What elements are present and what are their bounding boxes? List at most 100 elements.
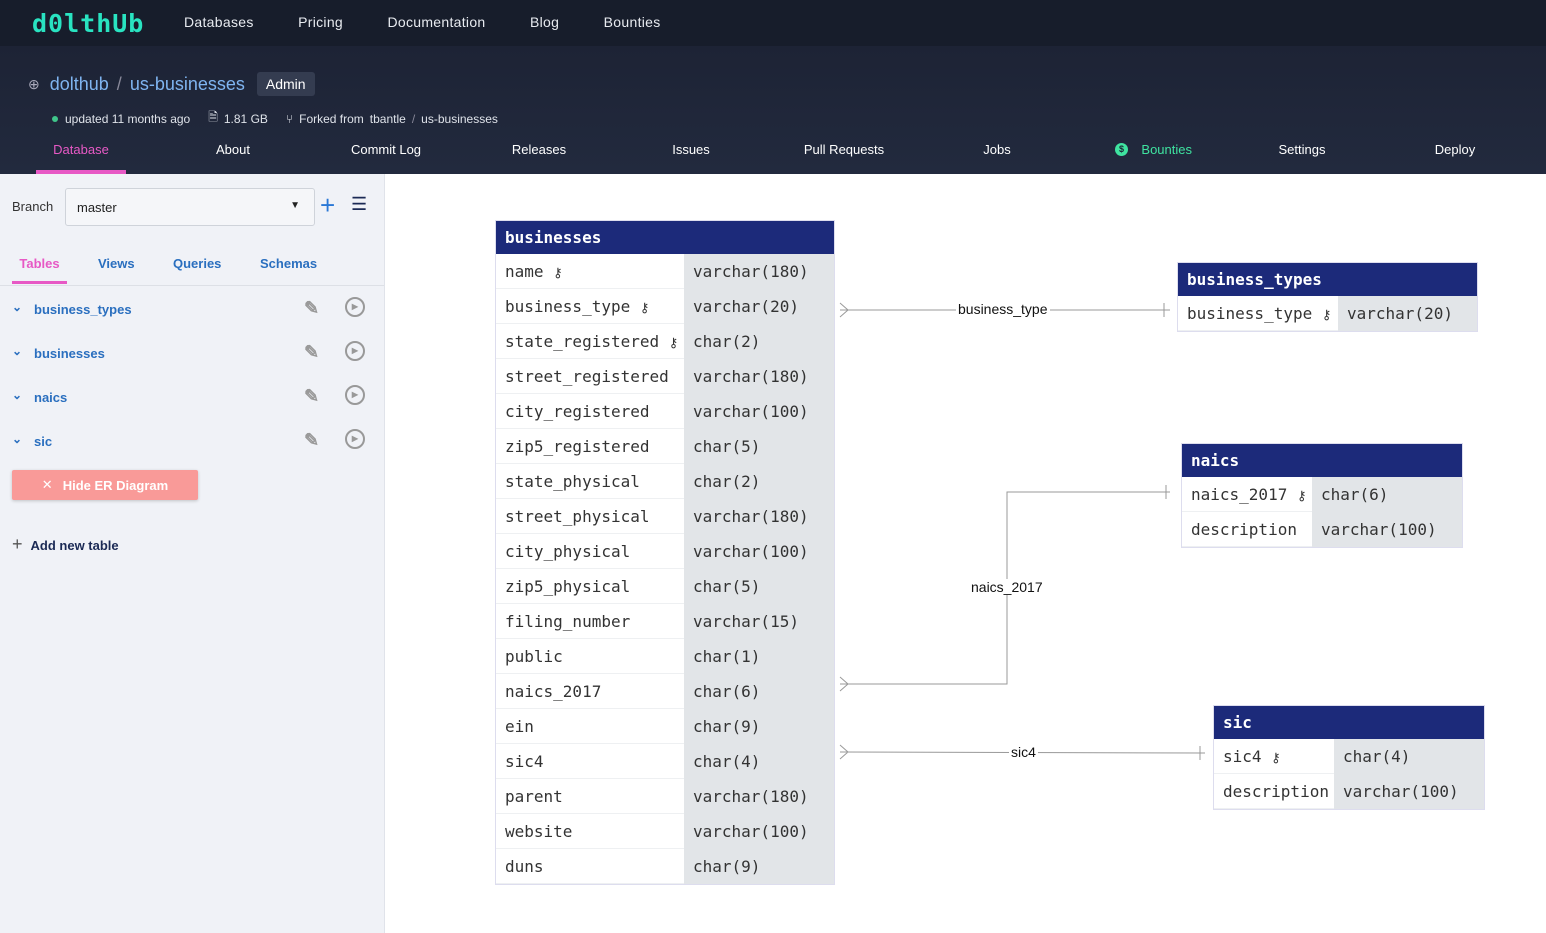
close-icon: ✕	[41, 477, 53, 492]
chevron-down-icon[interactable]: ⌄	[12, 344, 23, 358]
top-nav: Databases Pricing Documentation Blog Bou…	[184, 14, 701, 32]
table-item-businesses[interactable]: ⌄ businesses ✎ ▶	[12, 341, 372, 368]
tab-views[interactable]: Views	[98, 256, 135, 271]
column-type: char(4)	[1334, 739, 1484, 774]
column-type: varchar(20)	[1338, 296, 1477, 331]
chevron-down-icon[interactable]: ⌄	[12, 432, 23, 446]
globe-icon: ⊕	[28, 75, 40, 92]
column-name: street_registered	[496, 359, 684, 394]
er-table-businesses[interactable]: businesses name ⚷ varchar(180) business_typ…	[495, 220, 835, 885]
er-table-sic[interactable]: sic sic4 ⚷ char(4) description varchar(100)	[1213, 705, 1485, 810]
column-name: street_physical	[496, 499, 684, 534]
play-icon[interactable]: ▶	[345, 297, 365, 317]
tab-database[interactable]: Database	[36, 140, 126, 174]
tab-deploy[interactable]: Deploy	[1434, 142, 1476, 157]
pencil-icon[interactable]: ✎	[304, 298, 320, 318]
er-column-row: naics_2017 char(6)	[496, 674, 834, 709]
nav-blog[interactable]: Blog	[529, 14, 560, 30]
add-branch-button[interactable]: +	[320, 190, 336, 220]
tab-jobs[interactable]: Jobs	[983, 142, 1011, 157]
column-name: website	[496, 814, 684, 849]
tab-about[interactable]: About	[216, 142, 250, 157]
tab-pull-requests[interactable]: Pull Requests	[803, 142, 885, 157]
column-name: description	[1182, 512, 1312, 547]
column-name: ein	[496, 709, 684, 744]
table-name[interactable]: businesses	[34, 346, 105, 361]
branch-label: Branch	[12, 199, 54, 214]
chevron-down-icon[interactable]: ⌄	[12, 388, 23, 402]
table-item-sic[interactable]: ⌄ sic ✎ ▶	[12, 429, 372, 456]
menu-icon[interactable]: ☰	[351, 194, 368, 214]
pencil-icon[interactable]: ✎	[304, 386, 320, 406]
repo-tabs: Database About Commit Log Releases Issue…	[0, 140, 1546, 174]
owner-link[interactable]: dolthub	[49, 73, 109, 94]
nav-databases[interactable]: Databases	[184, 14, 254, 30]
er-column-row: street_registered varchar(180)	[496, 359, 834, 394]
tab-bounties[interactable]: Bounties	[1141, 142, 1192, 157]
column-name: sic4 ⚷	[1214, 739, 1334, 774]
status-dot-icon	[52, 115, 58, 122]
forked-owner-link[interactable]: tbantle	[369, 111, 406, 126]
bounty-dollar-icon: $	[1115, 143, 1128, 156]
er-column-row: website varchar(100)	[496, 814, 834, 849]
pencil-icon[interactable]: ✎	[304, 430, 320, 450]
play-icon[interactable]: ▶	[345, 429, 365, 449]
tab-tables[interactable]: Tables	[12, 256, 67, 284]
column-type: char(9)	[684, 709, 834, 744]
er-column-row: street_physical varchar(180)	[496, 499, 834, 534]
nav-bounties[interactable]: Bounties	[603, 14, 661, 30]
key-icon: ⚷	[1271, 751, 1281, 766]
tab-settings[interactable]: Settings	[1278, 142, 1326, 157]
key-icon: ⚷	[1321, 308, 1332, 323]
er-table-title: sic	[1214, 706, 1484, 739]
tab-commit-log[interactable]: Commit Log	[350, 142, 422, 157]
table-name[interactable]: sic	[34, 434, 53, 449]
dolthub-logo[interactable]: d0lthUb	[32, 8, 145, 38]
table-item-naics[interactable]: ⌄ naics ✎ ▶	[12, 385, 372, 412]
relation-label: naics_2017	[969, 579, 1045, 595]
column-name: sic4	[496, 744, 684, 779]
play-icon[interactable]: ▶	[345, 385, 365, 405]
column-type: varchar(100)	[684, 394, 834, 429]
column-name: city_physical	[496, 534, 684, 569]
column-name: filing_number	[496, 604, 684, 639]
column-type: varchar(180)	[684, 359, 834, 394]
admin-badge: Admin	[256, 72, 315, 96]
tab-schemas[interactable]: Schemas	[260, 256, 318, 271]
column-type: varchar(100)	[684, 534, 834, 569]
er-column-row: duns char(9)	[496, 849, 834, 884]
er-column-row: city_physical varchar(100)	[496, 534, 834, 569]
column-name: business_type ⚷	[1178, 296, 1338, 331]
repo-meta: updated 11 months ago 🗎 1.81 GB ⑂ Forked…	[52, 108, 504, 129]
hide-er-label: Hide ER Diagram	[62, 477, 169, 493]
hide-er-diagram-button[interactable]: ✕ Hide ER Diagram	[12, 470, 198, 500]
add-new-table-button[interactable]: + Add new table	[12, 534, 119, 555]
repo-header: ⊕ dolthub / us-businesses Admin updated …	[0, 46, 1546, 174]
er-table-business-types[interactable]: business_types business_type ⚷ varchar(20)	[1177, 262, 1478, 332]
column-type: varchar(100)	[1312, 512, 1462, 547]
key-icon: ⚷	[639, 301, 650, 316]
column-type: varchar(100)	[1334, 774, 1484, 809]
column-name: name ⚷	[496, 254, 684, 289]
tab-queries[interactable]: Queries	[173, 256, 222, 271]
er-column-row: filing_number varchar(15)	[496, 604, 834, 639]
pencil-icon[interactable]: ✎	[304, 342, 320, 362]
column-name: business_type ⚷	[496, 289, 684, 324]
chevron-down-icon[interactable]: ⌄	[12, 300, 23, 314]
column-name: city_registered	[496, 394, 684, 429]
tab-issues[interactable]: Issues	[672, 142, 710, 157]
branch-select[interactable]: master ▼	[65, 188, 315, 226]
er-table-naics[interactable]: naics naics_2017 ⚷ char(6) description varch…	[1181, 443, 1463, 548]
repo-link[interactable]: us-businesses	[129, 73, 245, 94]
table-item-business-types[interactable]: ⌄ business_types ✎ ▶	[12, 297, 372, 324]
nav-documentation[interactable]: Documentation	[387, 14, 486, 30]
column-name: description	[1214, 774, 1334, 809]
forked-repo-link[interactable]: us-businesses	[421, 111, 498, 126]
play-icon[interactable]: ▶	[345, 341, 365, 361]
table-name[interactable]: naics	[34, 390, 68, 405]
tab-releases[interactable]: Releases	[511, 142, 567, 157]
nav-pricing[interactable]: Pricing	[298, 14, 343, 30]
forked-label: Forked from	[299, 111, 364, 126]
column-type: varchar(20)	[684, 289, 834, 324]
table-name[interactable]: business_types	[34, 302, 132, 317]
